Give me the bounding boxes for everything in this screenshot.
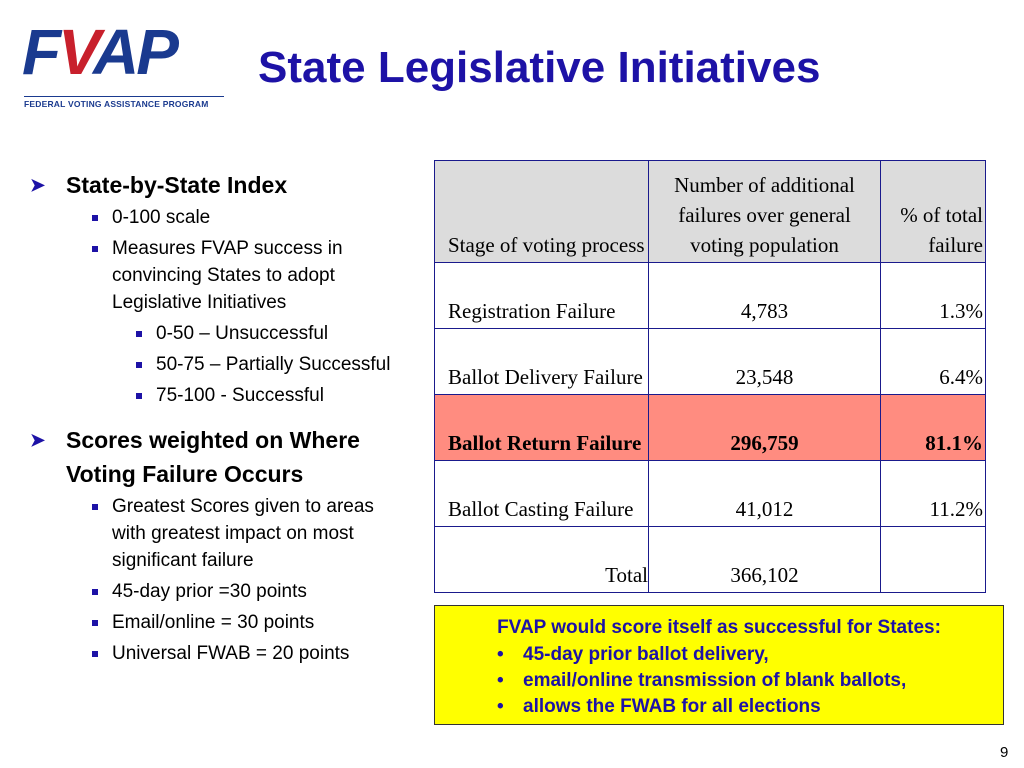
cell-stage: Registration Failure (434, 262, 649, 329)
bullet-heading-scores: ➤ Scores weighted on Where Voting Failur… (30, 423, 410, 491)
cell-stage: Ballot Return Failure (434, 394, 649, 461)
square-bullet-icon (92, 504, 98, 510)
table-row-highlighted: Ballot Return Failure 296,759 81.1% (434, 394, 986, 461)
sub-bullet-item: 50-75 – Partially Successful (30, 351, 410, 378)
page-number: 9 (1000, 744, 1009, 761)
callout-heading: FVAP would score itself as successful fo… (497, 617, 941, 638)
callout-list: • 45-day prior ballot delivery, • email/on… (435, 642, 1003, 720)
cell-total-percent (880, 526, 986, 593)
callout-item: • 45-day prior ballot delivery, (435, 642, 1003, 668)
header-number: Number of additional failures over gener… (648, 160, 881, 263)
arrow-bullet-icon: ➤ (30, 175, 46, 195)
table-total-row: Total 366,102 (434, 526, 986, 593)
square-bullet-icon (136, 393, 142, 399)
header-percent: % of total failure (880, 160, 986, 263)
callout-item: • allows the FWAB for all elections (435, 694, 1003, 720)
bullet-item: Email/online = 30 points (30, 609, 410, 636)
square-bullet-icon (92, 589, 98, 595)
bullet-item: Universal FWAB = 20 points (30, 640, 410, 667)
cell-number: 23,548 (648, 328, 881, 395)
square-bullet-icon (92, 651, 98, 657)
cell-stage: Ballot Casting Failure (434, 460, 649, 527)
cell-total-label: Total (434, 526, 649, 593)
callout-box: FVAP would score itself as successful fo… (434, 605, 1004, 725)
table-row: Registration Failure 4,783 1.3% (434, 262, 986, 329)
square-bullet-icon (92, 215, 98, 221)
sub-bullet-item: 75-100 - Successful (30, 382, 410, 409)
fvap-logo: FVAP FEDERAL VOTING ASSISTANCE PROGRAM (22, 16, 224, 110)
cell-percent: 1.3% (880, 262, 986, 329)
bullet-item: 0-100 scale (30, 204, 410, 231)
cell-percent: 81.1% (880, 394, 986, 461)
cell-stage: Ballot Delivery Failure (434, 328, 649, 395)
bullet-dot-icon: • (497, 644, 504, 665)
bullet-item: Measures FVAP success in convincing Stat… (30, 235, 410, 316)
logo-letters: FVAP (22, 16, 179, 88)
square-bullet-icon (136, 362, 142, 368)
arrow-bullet-icon: ➤ (30, 430, 46, 450)
table-row: Ballot Casting Failure 41,012 11.2% (434, 460, 986, 527)
cell-number: 296,759 (648, 394, 881, 461)
header-stage: Stage of voting process (434, 160, 649, 263)
square-bullet-icon (92, 246, 98, 252)
table-row: Ballot Delivery Failure 23,548 6.4% (434, 328, 986, 395)
cell-percent: 6.4% (880, 328, 986, 395)
bullet-item: Greatest Scores given to areas with grea… (30, 493, 410, 574)
slide-title: State Legislative Initiatives (258, 43, 821, 92)
voting-failure-table: Stage of voting process Number of additi… (434, 160, 986, 593)
cell-number: 41,012 (648, 460, 881, 527)
bullet-dot-icon: • (497, 696, 504, 717)
bullet-heading-index: ➤ State-by-State Index (30, 168, 410, 202)
cell-percent: 11.2% (880, 460, 986, 527)
logo-subtitle: FEDERAL VOTING ASSISTANCE PROGRAM (24, 96, 224, 109)
square-bullet-icon (136, 331, 142, 337)
callout-item: • email/online transmission of blank ball… (435, 668, 1003, 694)
bullet-dot-icon: • (497, 670, 504, 691)
sub-bullet-item: 0-50 – Unsuccessful (30, 320, 410, 347)
table-header-row: Stage of voting process Number of additi… (434, 160, 986, 263)
cell-number: 4,783 (648, 262, 881, 329)
cell-total-number: 366,102 (648, 526, 881, 593)
bullet-item: 45-day prior =30 points (30, 578, 410, 605)
bullet-list: ➤ State-by-State Index 0-100 scale Measu… (30, 168, 410, 671)
square-bullet-icon (92, 620, 98, 626)
